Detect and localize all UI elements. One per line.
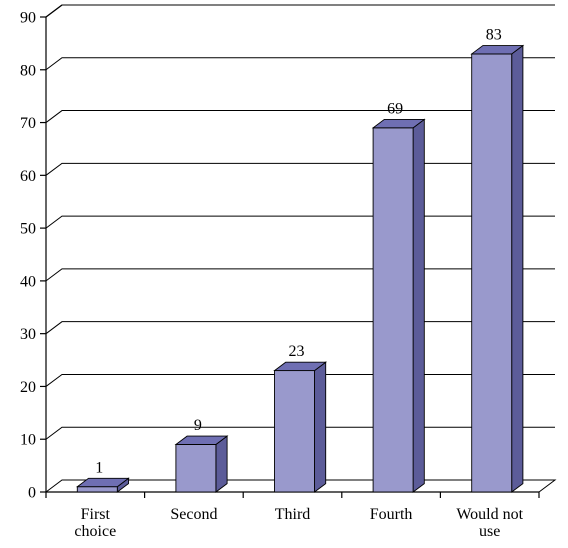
bar-top-4 xyxy=(470,45,525,55)
category-label-2: Third xyxy=(275,506,311,523)
y-axis-top-depth xyxy=(45,4,63,18)
y-tick-label-2: 20 xyxy=(20,379,36,396)
data-label-4: 83 xyxy=(486,27,502,44)
bar-3 xyxy=(372,127,414,493)
data-label-2: 23 xyxy=(289,343,305,360)
bar-1 xyxy=(175,444,217,493)
y-tick-label-1: 10 xyxy=(20,432,36,449)
category-label-4: Would not use xyxy=(456,506,523,540)
data-label-3: 69 xyxy=(387,100,403,117)
gridline-7 xyxy=(45,110,555,123)
category-label-3: Fourth xyxy=(370,506,413,523)
category-label-0: First choice xyxy=(74,506,116,540)
bar-side-2 xyxy=(314,361,327,493)
y-tick-label-8: 80 xyxy=(20,62,36,79)
bar-side-4 xyxy=(511,44,524,493)
y-tick-label-4: 40 xyxy=(20,273,36,290)
y-tick-label-5: 50 xyxy=(20,221,36,238)
bar-top-2 xyxy=(273,361,328,372)
gridline-9 xyxy=(45,4,555,18)
bar-4 xyxy=(471,53,513,493)
y-tick-label-9: 90 xyxy=(20,10,36,27)
bar-2 xyxy=(274,370,315,493)
bar-top-3 xyxy=(371,118,426,129)
y-tick-label-6: 60 xyxy=(20,168,36,185)
bar-top-1 xyxy=(174,435,229,445)
bar-side-1 xyxy=(215,435,228,493)
gridline-8 xyxy=(45,57,555,71)
y-tick-label-7: 70 xyxy=(20,115,36,132)
y-tick-label-0: 0 xyxy=(28,485,36,502)
bar-0 xyxy=(76,486,118,493)
bar-top-0 xyxy=(75,477,130,488)
y-tick-label-3: 30 xyxy=(20,326,36,343)
data-label-0: 1 xyxy=(95,459,103,476)
data-label-1: 9 xyxy=(194,417,202,434)
category-label-1: Second xyxy=(170,506,217,523)
bar-side-3 xyxy=(412,118,425,493)
